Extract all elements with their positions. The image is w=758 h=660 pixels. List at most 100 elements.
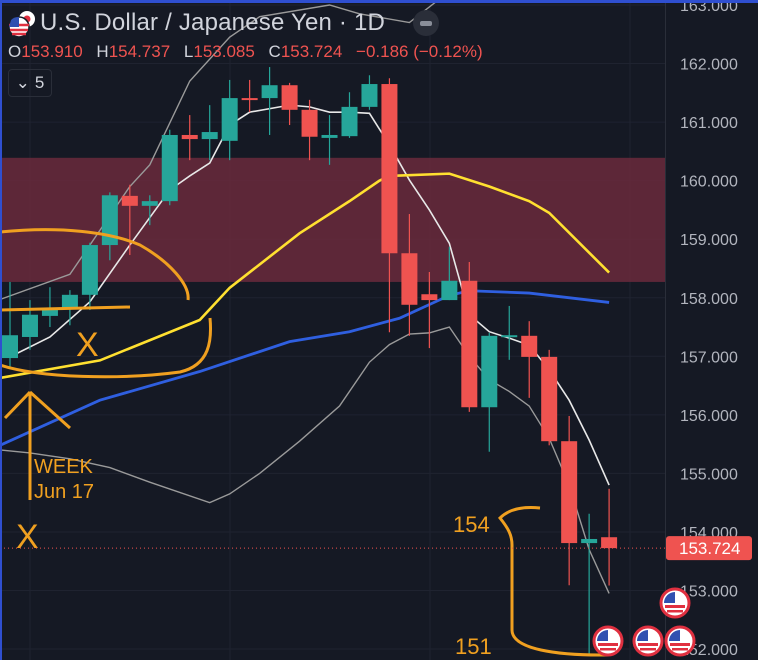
yellow-ma-line xyxy=(0,172,611,380)
candle-up xyxy=(221,79,238,161)
candle-body xyxy=(541,356,558,442)
lower-band-line xyxy=(0,326,610,594)
symbol-title[interactable]: U.S. Dollar / Japanese Yen · 1D xyxy=(40,9,386,36)
us-event-flag-icon[interactable] xyxy=(632,625,664,657)
candle-down xyxy=(561,416,578,586)
candle-body xyxy=(421,294,438,301)
candle-body xyxy=(181,134,198,140)
candle-body xyxy=(201,132,218,140)
candle-body xyxy=(401,253,418,305)
candle-body xyxy=(441,280,458,301)
zone-rect[interactable] xyxy=(0,157,665,282)
candle-body xyxy=(101,195,118,246)
candle-down xyxy=(381,78,398,333)
candle-body xyxy=(121,195,138,206)
candle-body xyxy=(321,134,338,138)
us-japan-flag-icon xyxy=(8,10,35,38)
drawings[interactable]: X X WEEK Jun 17 154 151 xyxy=(0,228,608,659)
candle-body xyxy=(141,201,158,206)
price-axis[interactable]: 163.000 162.000 161.000 160.000 159.000 158.0… xyxy=(665,0,738,660)
candle-body xyxy=(501,335,518,338)
candle-up xyxy=(81,242,98,311)
drawing-arc-bottom[interactable] xyxy=(0,317,212,379)
annotation-151: 151 xyxy=(455,634,492,659)
drawing-arrow[interactable] xyxy=(3,390,72,500)
candle-down xyxy=(461,262,478,412)
candle-down xyxy=(281,82,298,126)
price-tick-label: 153.000 xyxy=(680,584,738,601)
indicators-toggle-button[interactable]: ⌄ 5 xyxy=(8,69,52,97)
price-tick-label: 158.000 xyxy=(680,291,738,308)
drawing-arc-top[interactable] xyxy=(0,228,190,301)
hide-legend-button[interactable] xyxy=(413,10,440,36)
candle-up xyxy=(341,92,358,138)
candle-body xyxy=(281,85,298,110)
candle-up xyxy=(261,67,278,135)
low-value: 153.085 xyxy=(193,42,255,61)
us-event-flag-icon[interactable] xyxy=(659,587,691,619)
price-tick-label: 163.000 xyxy=(680,0,738,15)
minus-icon xyxy=(420,20,433,26)
candle-down xyxy=(181,115,198,161)
annotation-x-upper: X xyxy=(76,326,99,364)
candle-body xyxy=(461,280,478,408)
indicators-count: 5 xyxy=(34,73,45,92)
candle-down xyxy=(521,321,538,398)
price-tick-label: 161.000 xyxy=(680,115,738,132)
us-event-flag-icon[interactable] xyxy=(664,625,696,657)
current-price-badge xyxy=(666,536,752,561)
us-event-flag-icon[interactable] xyxy=(592,625,624,657)
price-tick-label: 160.000 xyxy=(680,174,738,191)
drawing-hline[interactable] xyxy=(0,305,131,312)
left-border xyxy=(0,0,2,660)
change-value: −0.186 (−0.12%) xyxy=(356,42,483,61)
current-price-marker: 153.724 xyxy=(0,536,752,561)
candle-up xyxy=(2,281,18,370)
candle-up xyxy=(141,195,158,226)
candle-down xyxy=(401,214,418,336)
candle-up xyxy=(481,332,498,452)
close-label: C xyxy=(268,42,281,61)
candle-up xyxy=(161,129,178,206)
candle-up xyxy=(41,287,58,328)
candle-body xyxy=(41,308,58,316)
candle-up xyxy=(21,300,38,350)
price-tick-label: 162.000 xyxy=(680,57,738,74)
drawing-bracket[interactable] xyxy=(497,506,608,657)
chevron-down-icon: ⌄ xyxy=(15,73,30,92)
candle-body xyxy=(261,85,278,99)
candle-body xyxy=(21,314,38,337)
high-label: H xyxy=(96,42,109,61)
candle-down xyxy=(121,184,138,256)
annotation-date: Jun 17 xyxy=(34,481,94,503)
candle-body xyxy=(341,106,358,137)
annotation-week: WEEK xyxy=(34,456,94,478)
candle-body xyxy=(301,109,318,137)
candle-body xyxy=(581,538,598,544)
candle-body xyxy=(601,537,618,549)
candle-body xyxy=(381,84,398,254)
candle-up xyxy=(581,513,598,655)
candle-down xyxy=(601,488,618,586)
blue-ma-line xyxy=(0,289,610,447)
candle-body xyxy=(221,98,238,141)
current-price-label: 153.724 xyxy=(679,539,740,558)
low-label: L xyxy=(183,42,194,61)
candle-body xyxy=(81,245,98,295)
grid xyxy=(0,0,665,660)
candle-down xyxy=(421,271,438,349)
close-value: 153.724 xyxy=(280,42,343,61)
resistance-zone xyxy=(0,157,665,282)
economic-events[interactable] xyxy=(592,587,696,657)
candle-down xyxy=(301,99,318,161)
open-value: 153.910 xyxy=(21,42,83,61)
ohlc-values: O153.910 H154.737 L153.085 C153.724 −0.1… xyxy=(8,42,492,62)
price-tick-label: 159.000 xyxy=(680,232,738,249)
candle-up xyxy=(361,75,378,110)
top-border xyxy=(0,0,758,3)
candle-body xyxy=(161,134,178,202)
price-tick-label: 156.000 xyxy=(680,408,738,425)
chart-legend: U.S. Dollar / Japanese Yen · 1D O153.910… xyxy=(8,6,492,97)
price-tick-label: 155.000 xyxy=(680,466,738,483)
